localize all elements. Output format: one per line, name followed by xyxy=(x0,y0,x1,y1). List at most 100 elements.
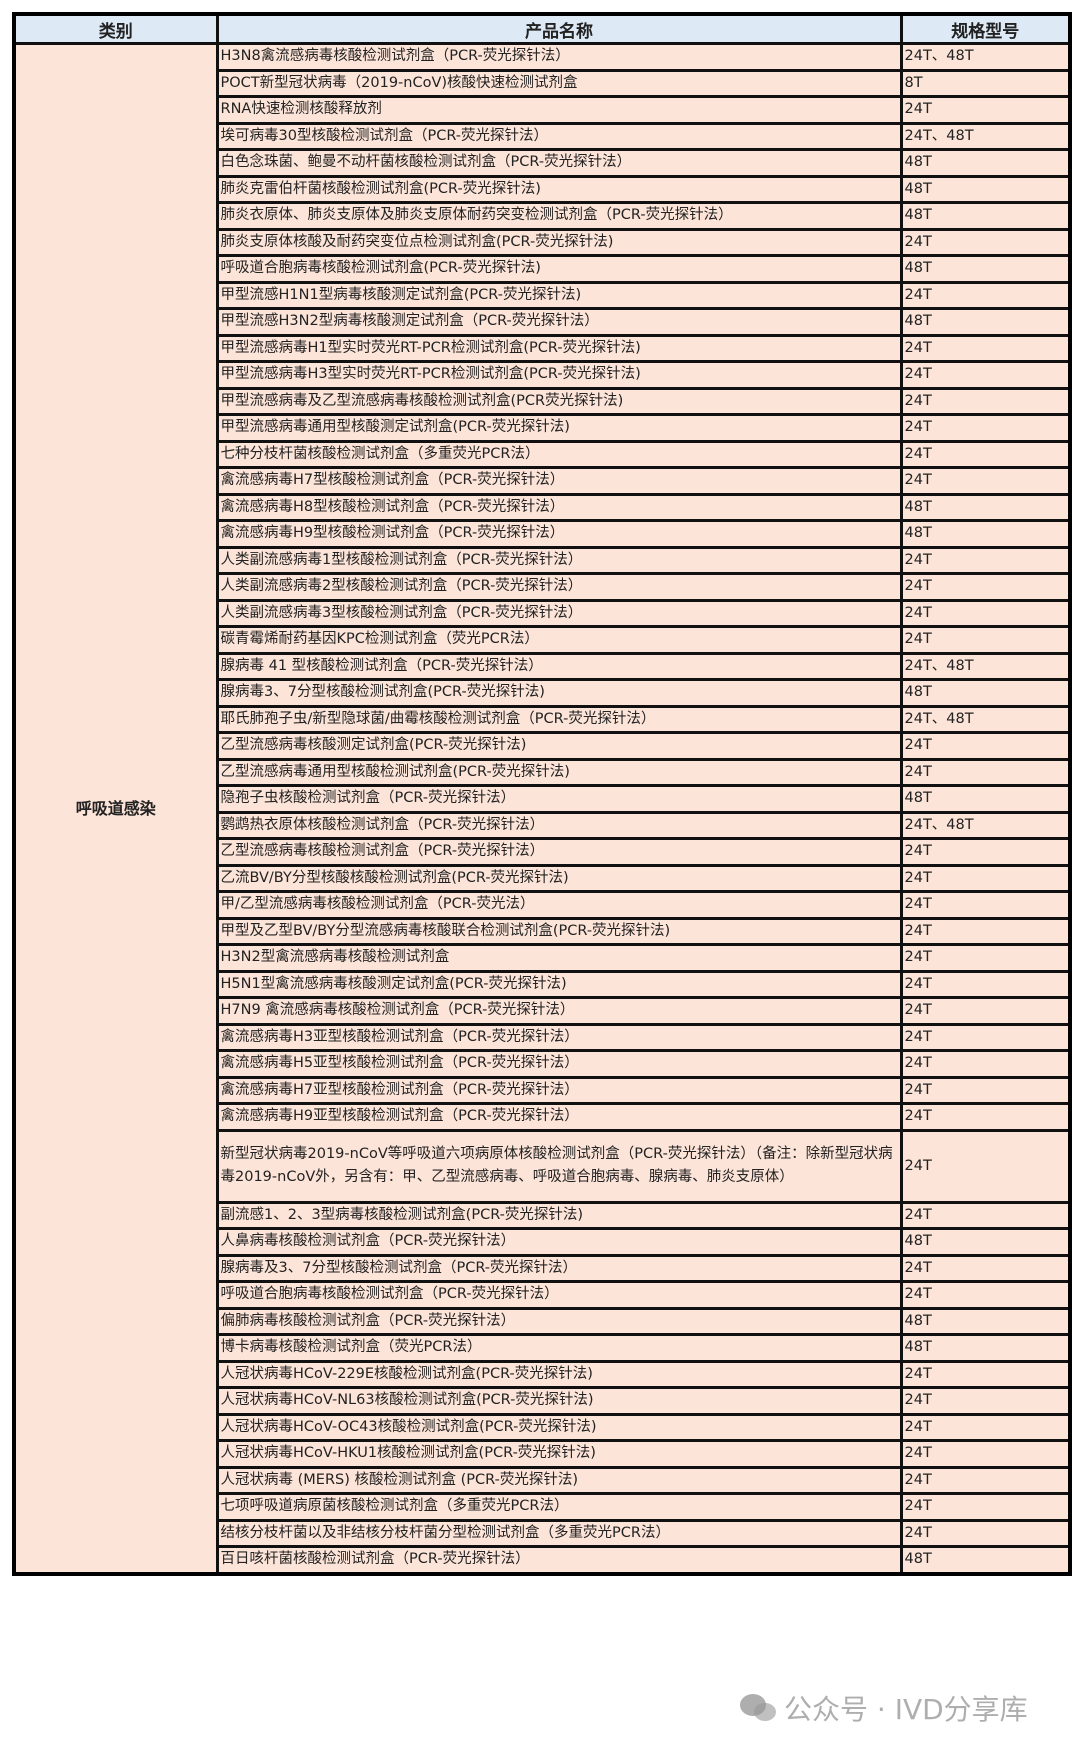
table-row: 埃可病毒30型核酸检测试剂盒（PCR-荧光探针法） 24T、48T xyxy=(14,121,1072,151)
product-name-cell: 甲型流感病毒H3型实时荧光RT-PCR检测试剂盒(PCR-荧光探针法) xyxy=(215,360,903,390)
spec-cell: 48T xyxy=(899,148,1072,178)
spec-cell: 24T xyxy=(899,572,1072,602)
product-name-cell: RNA快速检测核酸释放剂 xyxy=(215,95,903,125)
table-row: 人冠状病毒HCoV-NL63核酸检测试剂盒(PCR-荧光探针法) 24T xyxy=(14,1386,1072,1416)
spec-cell: 24T、48T xyxy=(899,810,1072,840)
product-name-cell: 甲型流感H1N1型病毒核酸测定试剂盒(PCR-荧光探针法) xyxy=(215,280,903,310)
product-name-cell: 白色念珠菌、鲍曼不动杆菌核酸检测试剂盒（PCR-荧光探针法） xyxy=(215,148,903,178)
product-name-cell: 偏肺病毒核酸检测试剂盒（PCR-荧光探针法） xyxy=(215,1306,903,1336)
spec-cell: 24T xyxy=(899,969,1072,999)
table-row: 禽流感病毒H7型核酸检测试剂盒（PCR-荧光探针法） 24T xyxy=(14,466,1072,496)
spec-cell: 24T xyxy=(899,731,1072,761)
table-row: H3N2型禽流感病毒核酸检测试剂盒 24T xyxy=(14,943,1072,973)
table-row: 七项呼吸道病原菌核酸检测试剂盒（多重荧光PCR法） 24T xyxy=(14,1492,1072,1522)
product-name-cell: 埃可病毒30型核酸检测试剂盒（PCR-荧光探针法） xyxy=(215,121,903,151)
wechat-icon xyxy=(740,1694,776,1721)
spec-cell: 24T xyxy=(899,1412,1072,1442)
product-name-cell: 禽流感病毒H5亚型核酸检测试剂盒（PCR-荧光探针法） xyxy=(215,1049,903,1079)
spec-cell: 24T xyxy=(899,598,1072,628)
table-row: 甲型流感H1N1型病毒核酸测定试剂盒(PCR-荧光探针法) 24T xyxy=(14,280,1072,310)
spec-cell: 24T xyxy=(899,890,1072,920)
product-name-cell: POCT新型冠状病毒（2019-nCoV)核酸快速检测试剂盒 xyxy=(215,68,903,98)
header-row: 类别 产品名称 规格型号 xyxy=(12,12,1072,45)
spec-cell: 24T xyxy=(899,943,1072,973)
spec-cell: 24T xyxy=(899,1049,1072,1079)
spec-cell: 24T xyxy=(899,386,1072,416)
product-name-cell: 禽流感病毒H3亚型核酸检测试剂盒（PCR-荧光探针法） xyxy=(215,1022,903,1052)
product-name-cell: 人类副流感病毒2型核酸检测试剂盒（PCR-荧光探针法） xyxy=(215,572,903,602)
product-name-cell: 副流感1、2、3型病毒核酸检测试剂盒(PCR-荧光探针法) xyxy=(215,1200,903,1230)
product-name-cell: 七项呼吸道病原菌核酸检测试剂盒（多重荧光PCR法） xyxy=(215,1492,903,1522)
product-name-cell: 肺炎衣原体、肺炎支原体及肺炎支原体耐药突变检测试剂盒（PCR-荧光探针法） xyxy=(215,201,903,231)
spec-cell: 24T xyxy=(899,625,1072,655)
spec-cell: 8T xyxy=(899,68,1072,98)
table-row: 百日咳杆菌核酸检测试剂盒（PCR-荧光探针法） 48T xyxy=(14,1545,1072,1575)
table-row: POCT新型冠状病毒（2019-nCoV)核酸快速检测试剂盒 8T xyxy=(14,68,1072,98)
watermark: 公众号 · IVD分享库 xyxy=(738,1688,1028,1728)
table-row: 人类副流感病毒2型核酸检测试剂盒（PCR-荧光探针法） 24T xyxy=(14,572,1072,602)
header-category: 类别 xyxy=(12,12,219,45)
product-name-cell: 人冠状病毒HCoV-OC43核酸检测试剂盒(PCR-荧光探针法) xyxy=(215,1412,903,1442)
watermark-text: 公众号 · IVD分享库 xyxy=(784,1693,1028,1726)
spec-cell: 24T xyxy=(899,1200,1072,1230)
spec-cell: 24T xyxy=(899,227,1072,257)
table-row: 甲型及乙型BV/BY分型流感病毒核酸联合检测试剂盒(PCR-荧光探针法) 24T xyxy=(14,916,1072,946)
product-name-cell: 博卡病毒核酸检测试剂盒（荧光PCR法） xyxy=(215,1333,903,1363)
table-body: 呼吸道感染 H3N8禽流感病毒核酸检测试剂盒（PCR-荧光探针法） 24T、48T P… xyxy=(12,42,1072,1575)
table-row: 人冠状病毒HCoV-229E核酸检测试剂盒(PCR-荧光探针法) 24T xyxy=(14,1359,1072,1389)
spec-cell: 24T xyxy=(899,413,1072,443)
spec-cell: 48T xyxy=(899,174,1072,204)
spec-cell: 24T、48T xyxy=(899,704,1072,734)
product-name-cell: 新型冠状病毒2019-nCoV等呼吸道六项病原体核酸检测试剂盒（PCR-荧光探针… xyxy=(215,1128,903,1204)
product-name-cell: 碳青霉烯耐药基因KPC检测试剂盒（荧光PCR法） xyxy=(215,625,903,655)
table-row: 耶氏肺孢子虫/新型隐球菌/曲霉核酸检测试剂盒（PCR-荧光探针法） 24T、48T xyxy=(14,704,1072,734)
product-name-cell: 呼吸道合胞病毒核酸检测试剂盒（PCR-荧光探针法） xyxy=(215,1280,903,1310)
table-row: H7N9 禽流感病毒核酸检测试剂盒（PCR-荧光探针法） 24T xyxy=(14,996,1072,1026)
spec-cell: 24T xyxy=(899,1253,1072,1283)
spec-cell: 48T xyxy=(899,254,1072,284)
spec-cell: 24T xyxy=(899,863,1072,893)
product-name-cell: 肺炎克雷伯杆菌核酸检测试剂盒(PCR-荧光探针法) xyxy=(215,174,903,204)
product-name-cell: 腺病毒 41 型核酸检测试剂盒（PCR-荧光探针法） xyxy=(215,651,903,681)
spec-cell: 48T xyxy=(899,307,1072,337)
table-row: 呼吸道合胞病毒核酸检测试剂盒(PCR-荧光探针法) 48T xyxy=(14,254,1072,284)
spec-cell: 24T xyxy=(899,1386,1072,1416)
product-name-cell: H3N8禽流感病毒核酸检测试剂盒（PCR-荧光探针法） xyxy=(215,42,903,72)
spec-cell: 24T xyxy=(899,439,1072,469)
table-row: 甲型流感H3N2型病毒核酸测定试剂盒（PCR-荧光探针法） 48T xyxy=(14,307,1072,337)
product-name-cell: 人类副流感病毒1型核酸检测试剂盒（PCR-荧光探针法） xyxy=(215,545,903,575)
spec-cell: 24T xyxy=(899,95,1072,125)
spec-cell: 24T、48T xyxy=(899,651,1072,681)
product-name-cell: 甲型及乙型BV/BY分型流感病毒核酸联合检测试剂盒(PCR-荧光探针法) xyxy=(215,916,903,946)
category-cell: 呼吸道感染 xyxy=(12,42,219,1575)
product-name-cell: 百日咳杆菌核酸检测试剂盒（PCR-荧光探针法） xyxy=(215,1545,903,1575)
product-name-cell: 乙型流感病毒核酸测定试剂盒(PCR-荧光探针法) xyxy=(215,731,903,761)
table-row: 甲型流感病毒H1型实时荧光RT-PCR检测试剂盒(PCR-荧光探针法) 24T xyxy=(14,333,1072,363)
table-row: 禽流感病毒H5亚型核酸检测试剂盒（PCR-荧光探针法） 24T xyxy=(14,1049,1072,1079)
product-name-cell: 乙流BV/BY分型核酸核酸检测试剂盒(PCR-荧光探针法) xyxy=(215,863,903,893)
product-name-cell: 结核分枝杆菌以及非结核分枝杆菌分型检测试剂盒（多重荧光PCR法） xyxy=(215,1518,903,1548)
table-row: 人冠状病毒HCoV-OC43核酸检测试剂盒(PCR-荧光探针法) 24T xyxy=(14,1412,1072,1442)
product-name-cell: H3N2型禽流感病毒核酸检测试剂盒 xyxy=(215,943,903,973)
table-row: 呼吸道感染 H3N8禽流感病毒核酸检测试剂盒（PCR-荧光探针法） 24T、48T xyxy=(12,42,1072,1575)
product-name-cell: 禽流感病毒H8型核酸检测试剂盒（PCR-荧光探针法） xyxy=(215,492,903,522)
table-row: 新型冠状病毒2019-nCoV等呼吸道六项病原体核酸检测试剂盒（PCR-荧光探针… xyxy=(14,1128,1072,1204)
table-row: 腺病毒及3、7分型核酸检测试剂盒（PCR-荧光探针法） 24T xyxy=(14,1253,1072,1283)
table-row: 碳青霉烯耐药基因KPC检测试剂盒（荧光PCR法） 24T xyxy=(14,625,1072,655)
spec-cell: 24T xyxy=(899,1465,1072,1495)
spec-cell: 24T xyxy=(899,333,1072,363)
table-row: 乙型流感病毒核酸测定试剂盒(PCR-荧光探针法) 24T xyxy=(14,731,1072,761)
table-row: 人类副流感病毒3型核酸检测试剂盒（PCR-荧光探针法） 24T xyxy=(14,598,1072,628)
product-name-cell: 人类副流感病毒3型核酸检测试剂盒（PCR-荧光探针法） xyxy=(215,598,903,628)
spec-cell: 24T xyxy=(899,1439,1072,1469)
product-name-cell: 肺炎支原体核酸及耐药突变位点检测试剂盒(PCR-荧光探针法) xyxy=(215,227,903,257)
product-name-cell: 甲型流感病毒通用型核酸测定试剂盒(PCR-荧光探针法) xyxy=(215,413,903,443)
spec-cell: 48T xyxy=(899,1306,1072,1336)
product-name-cell: 甲型流感病毒H1型实时荧光RT-PCR检测试剂盒(PCR-荧光探针法) xyxy=(215,333,903,363)
product-name-cell: 禽流感病毒H7亚型核酸检测试剂盒（PCR-荧光探针法） xyxy=(215,1075,903,1105)
spec-cell: 48T xyxy=(899,492,1072,522)
table-row: 鹦鹉热衣原体核酸检测试剂盒（PCR-荧光探针法） 24T、48T xyxy=(14,810,1072,840)
table-row: 肺炎衣原体、肺炎支原体及肺炎支原体耐药突变检测试剂盒（PCR-荧光探针法） 48T xyxy=(14,201,1072,231)
product-name-cell: 隐孢子虫核酸检测试剂盒（PCR-荧光探针法） xyxy=(215,784,903,814)
spec-cell: 24T xyxy=(899,1492,1072,1522)
